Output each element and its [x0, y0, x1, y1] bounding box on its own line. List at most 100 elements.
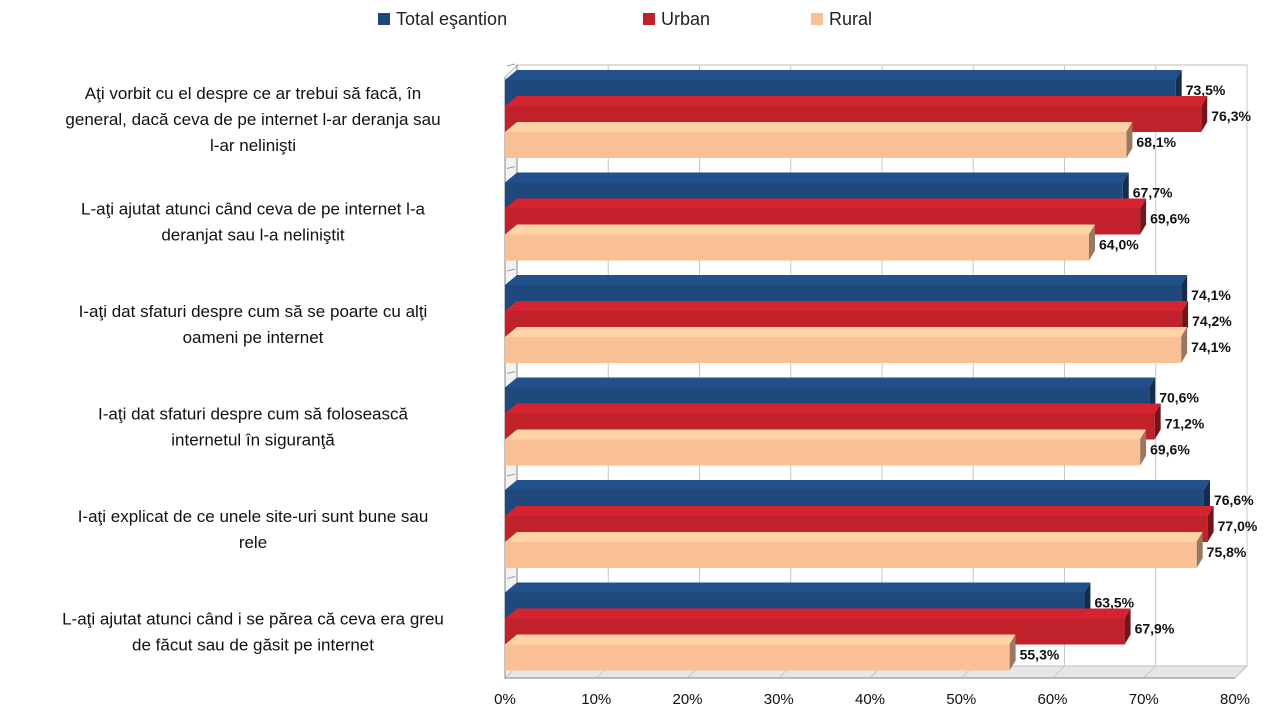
bar-front-2-3: [505, 234, 1089, 261]
data-label-2-2: 69,6%: [1150, 211, 1190, 227]
category-label-3-line-1: I-aţi dat sfaturi despre cum să se poart…: [79, 302, 428, 321]
bar-top-3-3: [505, 327, 1188, 337]
data-label-6-1: 63,5%: [1094, 595, 1134, 611]
data-label-5-2: 77,0%: [1218, 518, 1258, 534]
bar-end-4-3: [1140, 429, 1147, 466]
category-label-1-line-1: Aţi vorbit cu el despre ce ar trebui să …: [85, 84, 421, 103]
legend-label-2: Urban: [661, 9, 710, 29]
bar-front-1-3: [505, 132, 1127, 158]
data-label-1-3: 68,1%: [1136, 134, 1176, 150]
legend-label-1: Total eşantion: [396, 9, 507, 29]
data-label-2-3: 64,0%: [1099, 237, 1139, 253]
data-label-1-1: 73,5%: [1186, 82, 1226, 98]
x-tick-label-4: 40%: [855, 691, 885, 708]
bar-top-3-1: [505, 275, 1188, 285]
bar-end-6-3: [1009, 634, 1016, 671]
bar-end-5-3: [1196, 532, 1203, 568]
bar-top-3-2: [505, 301, 1189, 311]
bar-3-3: 74,1%: [505, 327, 1231, 363]
category-label-1-line-2: general, dacă ceva de pe internet l-ar d…: [65, 110, 440, 129]
bar-end-2-3: [1089, 224, 1095, 261]
bar-top-2-1: [505, 172, 1129, 183]
bar-top-4-3: [505, 429, 1147, 440]
bar-top-6-2: [505, 608, 1131, 619]
category-tick-0: [506, 63, 516, 67]
bar-5-3: 75,8%: [505, 532, 1247, 568]
legend-label-3: Rural: [829, 9, 872, 29]
data-label-4-2: 71,2%: [1165, 416, 1205, 432]
x-tick-label-1: 10%: [581, 691, 611, 708]
floor-gridline-7: [1143, 665, 1157, 679]
bar-6-3: 55,3%: [505, 634, 1060, 671]
bar-end-3-3: [1181, 327, 1188, 363]
floor-gridline-8: [1234, 665, 1248, 679]
category-label-2-line-1: L-aţi ajutat atunci când ceva de pe inte…: [81, 200, 426, 219]
category-tick-4: [506, 473, 516, 477]
floor-gridline-6: [1052, 665, 1065, 679]
x-tick-label-5: 50%: [946, 691, 976, 708]
bar-1-3: 68,1%: [505, 122, 1177, 158]
bar-front-3-3: [505, 337, 1182, 363]
data-label-3-3: 74,1%: [1191, 339, 1231, 355]
x-tick-label-2: 20%: [672, 691, 702, 708]
bar-end-1-2: [1201, 96, 1208, 132]
bar-top-1-2: [505, 96, 1208, 106]
category-label-6-line-2: de făcut sau de găsit pe internet: [132, 636, 374, 655]
data-label-5-3: 75,8%: [1207, 544, 1247, 560]
category-tick-5: [506, 576, 516, 579]
data-label-6-2: 67,9%: [1135, 621, 1175, 637]
bar-top-1-1: [505, 70, 1182, 80]
category-label-6-line-1: L-aţi ajutat atunci când i se părea că c…: [62, 610, 444, 629]
bar-top-6-3: [505, 634, 1016, 645]
bar-end-5-2: [1207, 506, 1214, 542]
category-label-3-line-2: oameni pe internet: [183, 328, 324, 347]
bar-top-1-3: [505, 122, 1133, 132]
legend-swatch-3: [811, 13, 823, 25]
bar-top-6-1: [505, 582, 1091, 593]
legend-swatch-1: [378, 13, 390, 25]
category-label-4-line-1: I-aţi dat sfaturi despre cum să foloseas…: [98, 405, 408, 424]
bar-top-5-1: [505, 480, 1210, 490]
category-tick-2: [506, 268, 516, 272]
bar-end-4-2: [1154, 403, 1161, 440]
bar-top-5-3: [505, 532, 1203, 542]
legend: Total eşantion Urban Rural: [378, 9, 872, 29]
bar-front-6-3: [505, 644, 1010, 671]
category-label-5-line-1: I-aţi explicat de ce unele site-uri sunt…: [78, 507, 429, 526]
bar-2-3: 64,0%: [505, 224, 1139, 261]
bars: 73,5% 76,3% 68,1% 67,7% 69,6% 64,0% 74,1% 74,2%…: [505, 70, 1258, 671]
data-label-3-1: 74,1%: [1191, 287, 1231, 303]
data-label-2-1: 67,7%: [1133, 185, 1173, 201]
x-tick-label-8: 80%: [1220, 691, 1250, 708]
data-label-5-1: 76,6%: [1214, 492, 1254, 508]
x-tick-label-7: 70%: [1129, 691, 1159, 708]
category-tick-3: [506, 371, 516, 374]
data-label-4-1: 70,6%: [1159, 390, 1199, 406]
x-tick-label-0: 0%: [494, 691, 516, 708]
bar-top-2-2: [505, 198, 1147, 209]
bar-4-3: 69,6%: [505, 429, 1190, 466]
x-tick-label-3: 30%: [764, 691, 794, 708]
bar-end-2-2: [1140, 198, 1147, 235]
x-tick-label-6: 60%: [1037, 691, 1067, 708]
data-label-6-3: 55,3%: [1020, 647, 1060, 663]
bar-front-5-3: [505, 542, 1197, 568]
data-label-1-2: 76,3%: [1211, 108, 1251, 124]
category-label-2-line-2: deranjat sau l-a neliniştit: [161, 226, 345, 245]
category-label-5-line-2: rele: [239, 533, 267, 552]
category-labels: Aţi vorbit cu el despre ce ar trebui să …: [62, 84, 444, 655]
bar-end-1-3: [1126, 122, 1133, 158]
legend-swatch-2: [643, 13, 655, 25]
bar-top-2-3: [505, 224, 1095, 235]
bar-top-5-2: [505, 506, 1214, 516]
bar-top-4-1: [505, 377, 1156, 388]
data-label-3-2: 74,2%: [1192, 313, 1232, 329]
bar-top-4-2: [505, 403, 1161, 414]
category-label-1-line-3: l-ar nelinişti: [210, 136, 296, 155]
bar-front-4-3: [505, 439, 1141, 466]
data-label-4-3: 69,6%: [1150, 442, 1190, 458]
bar-end-6-2: [1124, 608, 1131, 645]
category-tick-1: [506, 166, 516, 169]
